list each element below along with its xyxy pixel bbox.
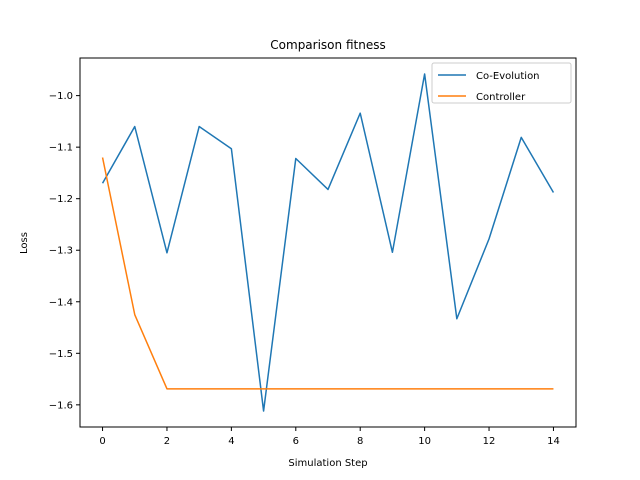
x-axis-label: Simulation Step bbox=[288, 458, 367, 469]
y-tick-label: −1.1 bbox=[49, 143, 73, 154]
legend-label-co-evolution: Co-Evolution bbox=[476, 71, 540, 82]
axes-frame bbox=[79, 57, 577, 428]
chart-title: Comparison fitness bbox=[270, 38, 385, 52]
legend-label-controller: Controller bbox=[476, 92, 526, 103]
y-tick-label: −1.3 bbox=[49, 246, 73, 257]
series-line-co-evolution bbox=[101, 73, 555, 412]
x-tick-label: 10 bbox=[418, 436, 431, 447]
y-tick-label: −1.0 bbox=[49, 91, 73, 102]
y-tick-label: −1.2 bbox=[49, 194, 73, 205]
y-tick-label: −1.6 bbox=[49, 400, 73, 411]
x-tick-label: 12 bbox=[483, 436, 496, 447]
y-tick-label: −1.4 bbox=[49, 297, 73, 308]
x-tick-label: 8 bbox=[357, 436, 363, 447]
plot-area bbox=[101, 73, 555, 412]
x-axis: 0 2 4 6 8 10 12 14 bbox=[99, 427, 560, 447]
y-tick-label: −1.5 bbox=[49, 349, 73, 360]
x-tick-label: 4 bbox=[228, 436, 234, 447]
series-line-controller bbox=[101, 157, 554, 390]
x-tick-label: 6 bbox=[293, 436, 299, 447]
y-axis-label: Loss bbox=[19, 232, 30, 254]
x-tick-label: 0 bbox=[99, 436, 105, 447]
legend: Co-Evolution Controller bbox=[431, 62, 572, 104]
x-tick-label: 14 bbox=[547, 436, 560, 447]
legend-box bbox=[431, 62, 572, 104]
y-axis: −1.6 −1.5 −1.4 −1.3 −1.2 −1.1 −1.0 bbox=[49, 91, 80, 411]
x-tick-label: 2 bbox=[164, 436, 170, 447]
